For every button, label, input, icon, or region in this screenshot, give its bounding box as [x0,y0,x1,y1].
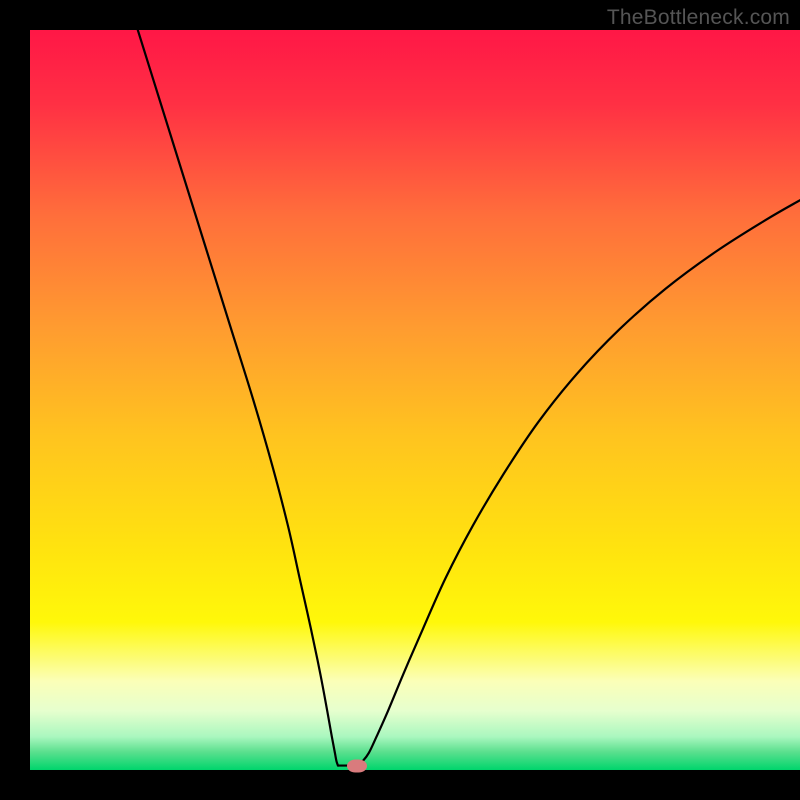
gradient-background [30,30,800,770]
watermark-text: TheBottleneck.com [607,6,790,30]
chart-container: TheBottleneck.com [0,0,800,800]
plot-area [30,30,800,770]
bottleneck-marker [347,759,367,772]
